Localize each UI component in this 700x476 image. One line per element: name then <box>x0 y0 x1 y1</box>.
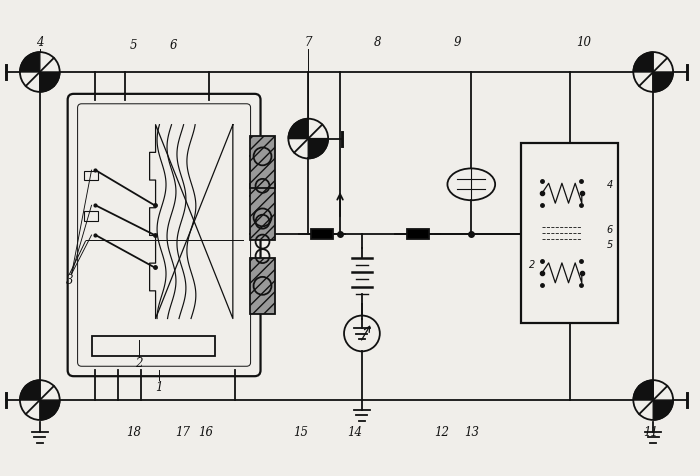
Text: 6: 6 <box>169 39 177 51</box>
Text: 16: 16 <box>198 426 214 439</box>
Text: 8: 8 <box>374 36 382 49</box>
Text: 14: 14 <box>347 426 363 439</box>
Text: 3: 3 <box>66 274 74 287</box>
Text: 4: 4 <box>36 36 43 49</box>
Polygon shape <box>634 52 653 72</box>
Polygon shape <box>40 72 60 92</box>
Text: 5: 5 <box>607 240 613 250</box>
Text: 18: 18 <box>126 426 141 439</box>
Polygon shape <box>40 400 60 420</box>
Polygon shape <box>653 400 673 420</box>
Text: 2: 2 <box>528 260 535 270</box>
Bar <box>92 337 215 357</box>
Polygon shape <box>288 119 308 139</box>
Bar <box>521 142 618 324</box>
Text: 15: 15 <box>293 426 308 439</box>
Text: 5: 5 <box>130 39 137 51</box>
Text: 13: 13 <box>464 426 479 439</box>
Polygon shape <box>634 380 653 400</box>
Text: 12: 12 <box>434 426 449 439</box>
Text: 6: 6 <box>607 225 613 235</box>
Polygon shape <box>653 72 673 92</box>
Polygon shape <box>20 52 40 72</box>
Text: 10: 10 <box>576 36 591 49</box>
Bar <box>312 228 333 239</box>
Text: 1: 1 <box>155 381 163 394</box>
Text: 11: 11 <box>643 426 658 439</box>
Bar <box>83 211 99 221</box>
Text: 4: 4 <box>607 180 613 190</box>
Bar <box>407 228 428 239</box>
Bar <box>250 258 275 314</box>
Polygon shape <box>20 380 40 400</box>
Bar <box>83 170 99 180</box>
Text: 17: 17 <box>176 426 190 439</box>
Polygon shape <box>308 139 328 159</box>
Text: 7: 7 <box>304 36 312 49</box>
Bar <box>250 184 275 239</box>
Text: 2: 2 <box>136 357 143 370</box>
Bar <box>250 136 275 188</box>
Text: 9: 9 <box>454 36 461 49</box>
